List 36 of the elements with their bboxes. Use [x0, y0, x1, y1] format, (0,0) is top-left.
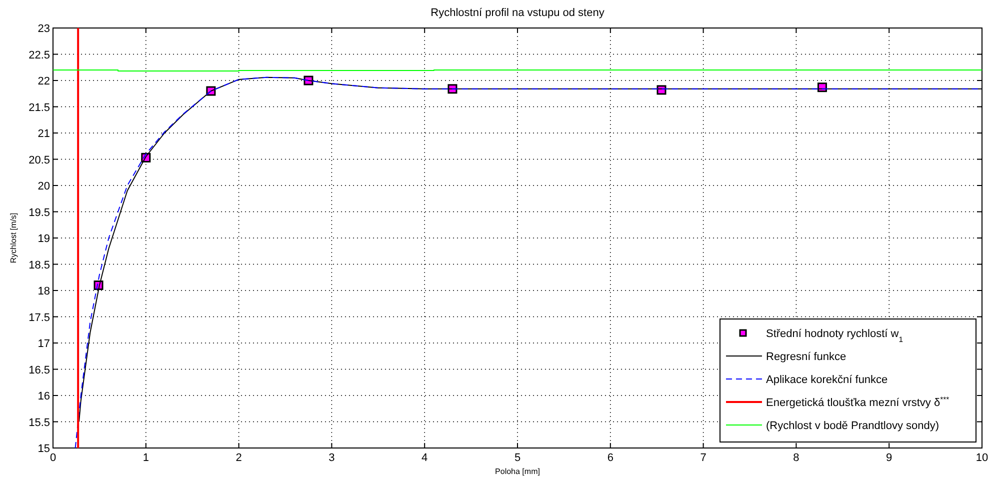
x-tick-label: 7	[700, 452, 706, 464]
x-tick-label: 0	[50, 452, 56, 464]
y-tick-label: 22.5	[28, 49, 50, 62]
x-axis-title: Poloha [mm]	[495, 467, 540, 476]
legend-label: Regresní funkce	[766, 351, 846, 363]
y-tick-label: 15	[38, 443, 50, 455]
x-tick-label: 9	[886, 452, 892, 464]
y-tick-label: 19.5	[28, 206, 50, 219]
legend-label: Aplikace korekční funkce	[766, 374, 888, 386]
x-tick-label: 3	[328, 452, 335, 464]
y-tick-label: 19	[38, 233, 50, 245]
x-tick-label: 6	[607, 452, 614, 464]
x-tick-label: 8	[793, 452, 800, 464]
x-tick-label: 4	[422, 452, 428, 464]
x-tick-label: 5	[514, 452, 521, 464]
x-tick-label: 2	[236, 452, 242, 464]
y-tick-label: 17	[38, 338, 50, 350]
x-tick-label: 1	[142, 452, 149, 464]
y-tick-label: 20	[38, 180, 50, 192]
y-tick-label: 18.5	[28, 259, 50, 272]
y-axis-title: Rychlost [m/s]	[9, 212, 18, 264]
y-tick-label: 16.5	[28, 364, 50, 376]
legend-label: Střední hodnoty rychlostí w$_{1}$	[766, 328, 903, 344]
chart-title: Rychlostní profil na vstupu od steny	[430, 7, 605, 19]
y-tick-label: 23	[38, 23, 50, 35]
y-tick-label: 16	[38, 390, 50, 402]
y-tick-label: 17.5	[28, 312, 50, 324]
x-tick-label: 10	[976, 452, 988, 464]
y-tick-label: 22	[38, 76, 50, 88]
y-tick-label: 18	[38, 286, 50, 298]
legend-label: Energetická tloušťka mezní vrstvy δ$^{***}$	[766, 394, 950, 409]
y-tick-label: 15.5	[28, 416, 50, 429]
y-tick-label: 21.5	[28, 102, 50, 114]
y-tick-label: 20.5	[28, 154, 50, 166]
legend-label: (Rychlost v bodě Prandtlovy sondy)	[766, 420, 940, 432]
y-tick-label: 21	[38, 128, 50, 140]
